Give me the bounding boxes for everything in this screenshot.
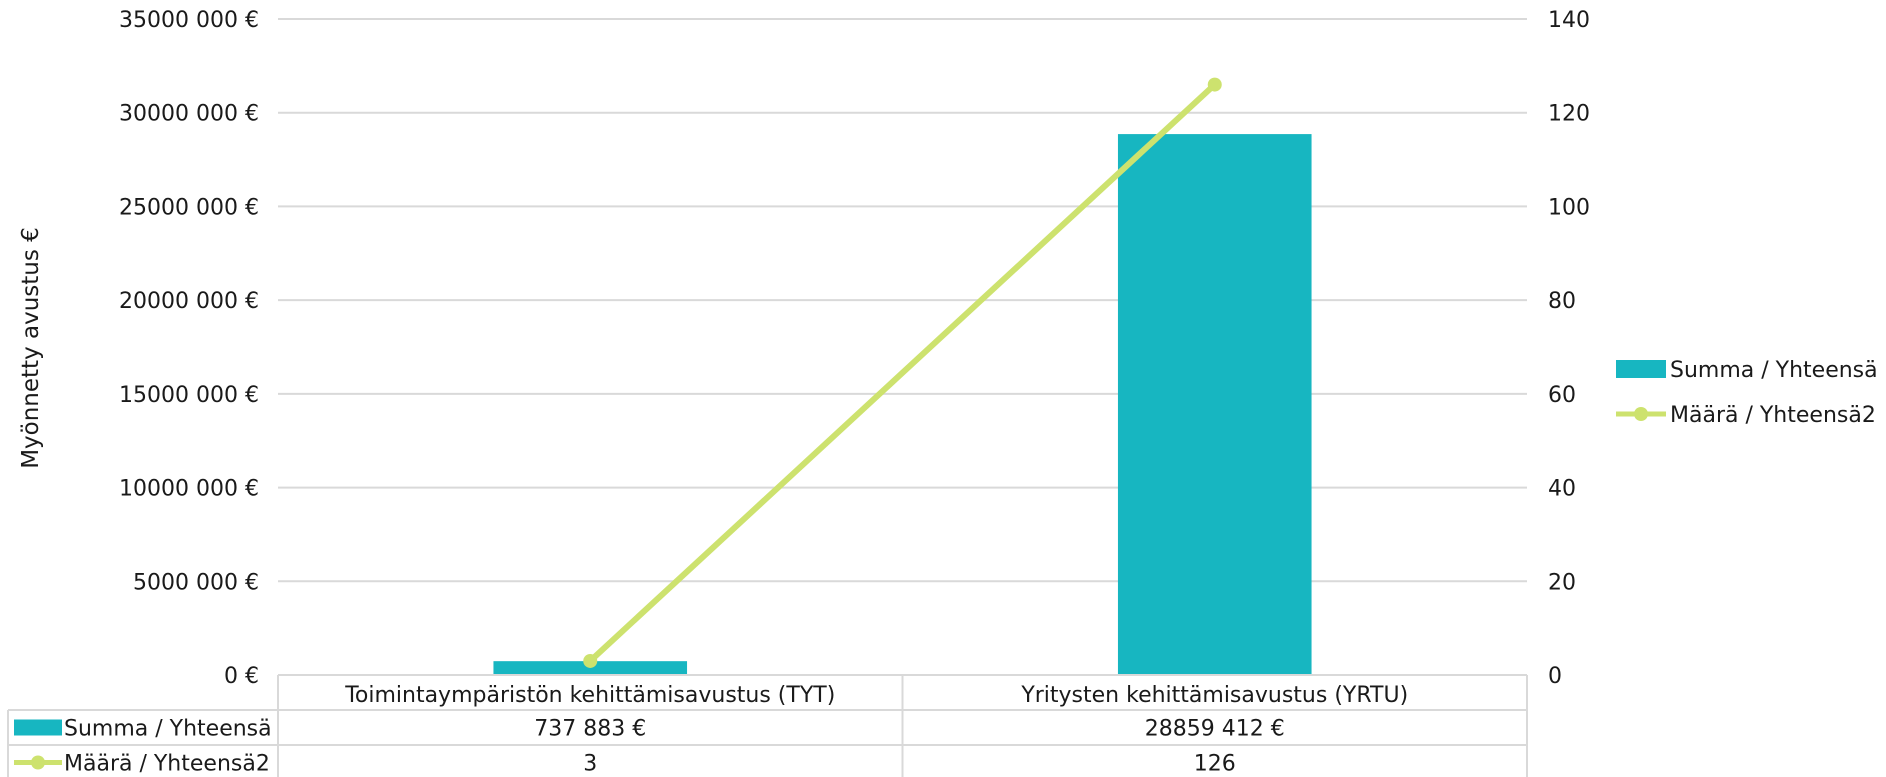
y2-tick-label: 20 <box>1548 570 1576 595</box>
data-label: 126 <box>1194 752 1236 777</box>
y-axis-title: Myönnetty avustus € <box>18 227 44 469</box>
legend-label: Määrä / Yhteensä2 <box>1670 403 1876 428</box>
y2-tick-label: 60 <box>1548 383 1576 408</box>
legend-label: Summa / Yhteensä <box>1670 358 1878 383</box>
line-point <box>1207 77 1222 92</box>
legend-swatch <box>1616 360 1666 378</box>
bar <box>493 661 688 675</box>
y-tick-label: 5000 000 € <box>133 570 259 595</box>
table-series-name: Määrä / Yhteensä2 <box>64 752 270 777</box>
x-tick-label: Yritysten kehittämisavustus (YRTU) <box>1020 683 1408 708</box>
y2-tick-label: 140 <box>1548 8 1590 33</box>
data-label: 3 <box>583 752 597 777</box>
y-tick-label: 15000 000 € <box>119 383 259 408</box>
y-tick-label: 30000 000 € <box>119 102 259 127</box>
y2-tick-label: 100 <box>1548 195 1590 220</box>
line-point <box>583 653 598 668</box>
series-line <box>588 82 1217 664</box>
y-tick-label: 20000 000 € <box>119 289 259 314</box>
y2-tick-label: 0 <box>1548 664 1562 689</box>
data-label: 737 883 € <box>534 717 646 742</box>
y2-tick-label: 120 <box>1548 102 1590 127</box>
data-label: 28859 412 € <box>1145 717 1285 742</box>
y-tick-label: 10000 000 € <box>119 477 259 502</box>
y-tick-label: 35000 000 € <box>119 8 259 33</box>
table-key-marker <box>31 755 45 770</box>
table-key-swatch <box>14 719 62 736</box>
y-tick-label: 0 € <box>224 664 259 689</box>
x-tick-label: Toimintaympäristön kehittämisavustus (TY… <box>344 683 835 708</box>
legend-marker <box>1634 407 1648 421</box>
y2-tick-label: 40 <box>1548 477 1576 502</box>
table-series-name: Summa / Yhteensä <box>64 717 272 742</box>
y2-tick-label: 80 <box>1548 289 1576 314</box>
y-tick-label: 25000 000 € <box>119 195 259 220</box>
bar <box>1117 134 1312 675</box>
